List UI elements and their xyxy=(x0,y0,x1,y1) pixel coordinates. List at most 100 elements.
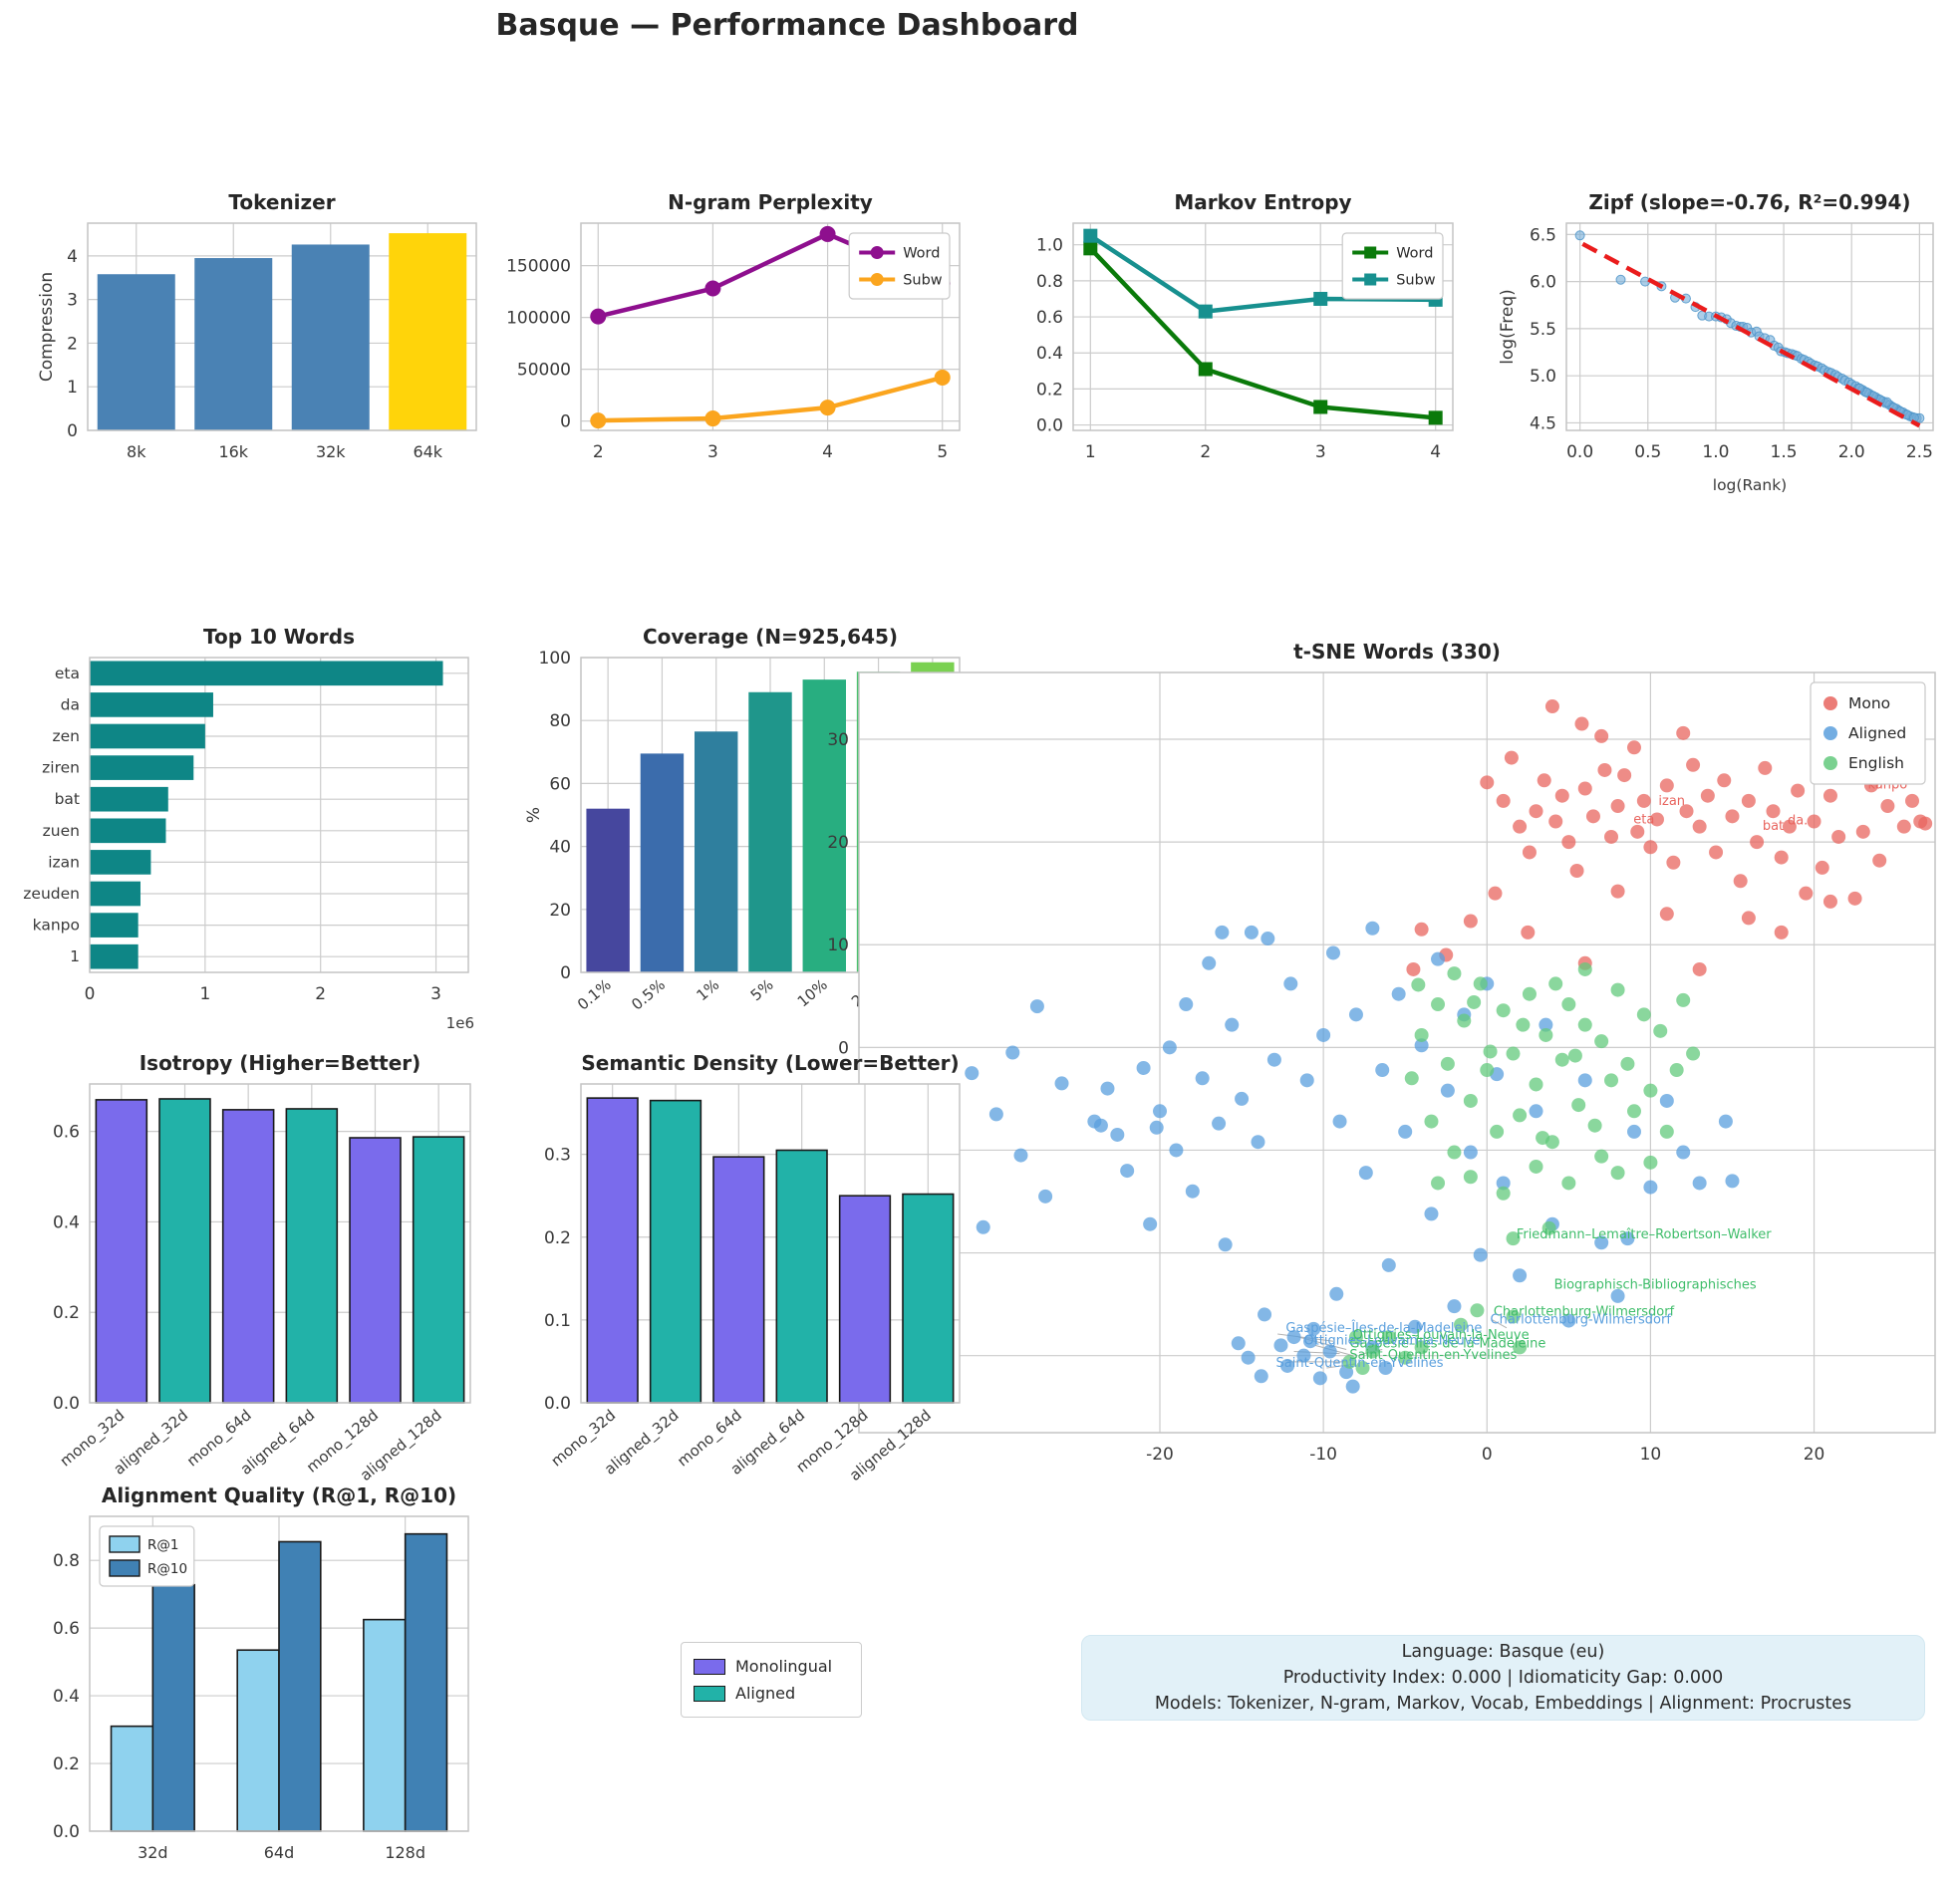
svg-text:100000: 100000 xyxy=(506,309,571,329)
monolingual-label: Monolingual xyxy=(735,1657,833,1676)
svg-text:izan: izan xyxy=(1658,794,1685,809)
svg-text:Zipf (slope=-0.76, R²=0.994): Zipf (slope=-0.76, R²=0.994) xyxy=(1588,190,1910,214)
svg-text:5.5: 5.5 xyxy=(1530,320,1556,340)
svg-text:Ottignies-Louvain-la-Neuve: Ottignies-Louvain-la-Neuve xyxy=(1303,1333,1480,1348)
svg-text:0.2: 0.2 xyxy=(544,1228,571,1248)
svg-text:R@10: R@10 xyxy=(147,1561,187,1577)
svg-text:2: 2 xyxy=(315,984,326,1004)
svg-text:5%: 5% xyxy=(747,975,777,1004)
svg-text:kanpo: kanpo xyxy=(33,917,80,935)
info-line-models: Models: Tokenizer, N-gram, Markov, Vocab… xyxy=(1154,1694,1852,1715)
svg-text:0.2: 0.2 xyxy=(53,1754,80,1774)
svg-text:40: 40 xyxy=(549,838,571,858)
svg-text:2.0: 2.0 xyxy=(1838,442,1865,462)
svg-text:3: 3 xyxy=(67,291,78,311)
chart-top10: Top 10 Words 0 1 2 3 eta da zen ziren bat zuen izan… xyxy=(23,618,478,1036)
info-box: Language: Basque (eu) Productivity Index… xyxy=(1081,1635,1925,1721)
svg-text:4: 4 xyxy=(67,247,78,267)
chart-tsne: t-SNE Words (330)-30-20-100102030-20-100… xyxy=(817,598,1958,1494)
svg-text:izan: izan xyxy=(48,853,80,871)
svg-text:-10: -10 xyxy=(1309,1445,1337,1465)
svg-text:0: 0 xyxy=(838,1038,849,1058)
svg-text:30: 30 xyxy=(827,730,849,750)
svg-text:10: 10 xyxy=(827,936,849,955)
svg-text:64k: 64k xyxy=(413,442,442,461)
svg-text:8k: 8k xyxy=(127,442,146,461)
svg-text:3: 3 xyxy=(707,442,718,462)
info-line-language: Language: Basque (eu) xyxy=(1401,1641,1605,1662)
svg-text:English: English xyxy=(1848,754,1904,772)
svg-text:eta: eta xyxy=(1633,813,1654,828)
svg-text:0.0: 0.0 xyxy=(53,1822,80,1842)
legend-item-aligned: Aligned xyxy=(694,1680,849,1707)
svg-text:1: 1 xyxy=(67,378,78,398)
svg-text:0.4: 0.4 xyxy=(1036,344,1063,364)
svg-text:Charlottenburg-Wilmersdorf: Charlottenburg-Wilmersdorf xyxy=(1494,1304,1675,1319)
svg-text:Gaspésie–Îles-de-la-Madeleine: Gaspésie–Îles-de-la-Madeleine xyxy=(1349,1335,1545,1351)
embedding-legend: Monolingual Aligned xyxy=(681,1642,862,1718)
svg-text:ziren: ziren xyxy=(42,759,80,777)
svg-text:bat: bat xyxy=(1763,819,1784,834)
svg-text:3: 3 xyxy=(1315,442,1326,462)
svg-text:2.5: 2.5 xyxy=(1906,442,1933,462)
svg-text:Coverage (N=925,645): Coverage (N=925,645) xyxy=(643,625,898,649)
chart-markov: Markov Entropy 0.0 0.2 0.4 0.6 0.8 1.0 1 2 3 4 Word… xyxy=(1008,147,1459,468)
svg-text:0.4: 0.4 xyxy=(53,1687,80,1707)
svg-text:log(Freq): log(Freq) xyxy=(1498,289,1518,365)
svg-text:1e6: 1e6 xyxy=(446,1014,474,1032)
svg-text:log(Rank): log(Rank) xyxy=(1713,476,1787,494)
svg-text:1: 1 xyxy=(1085,442,1096,462)
svg-text:32k: 32k xyxy=(316,442,346,461)
svg-text:Alignment Quality (R@1, R@10): Alignment Quality (R@1, R@10) xyxy=(102,1483,456,1507)
info-line-metrics: Productivity Index: 0.000 | Idiomaticity… xyxy=(1282,1667,1724,1688)
svg-text:0.2: 0.2 xyxy=(1036,380,1063,400)
svg-text:0.6: 0.6 xyxy=(53,1123,80,1143)
svg-text:2: 2 xyxy=(1200,442,1211,462)
svg-text:Subw: Subw xyxy=(1396,273,1436,289)
svg-text:2: 2 xyxy=(67,334,78,354)
chart-isotropy: Isotropy (Higher=Better) 0.0 0.2 0.4 0.6 mono… xyxy=(30,1046,483,1504)
svg-text:Isotropy (Higher=Better): Isotropy (Higher=Better) xyxy=(140,1051,421,1075)
svg-text:0: 0 xyxy=(560,412,571,432)
svg-text:Saint-Quentin-en-Yvelines: Saint-Quentin-en-Yvelines xyxy=(1349,1348,1517,1363)
svg-text:1.0: 1.0 xyxy=(1036,236,1063,256)
svg-text:t-SNE Words (330): t-SNE Words (330) xyxy=(1293,640,1501,664)
svg-text:da: da xyxy=(61,695,80,713)
svg-text:10: 10 xyxy=(1640,1445,1662,1465)
svg-text:Markov Entropy: Markov Entropy xyxy=(1174,190,1351,214)
svg-text:0: 0 xyxy=(1482,1445,1493,1465)
svg-text:%: % xyxy=(524,807,544,823)
svg-text:0.3: 0.3 xyxy=(544,1146,571,1166)
monolingual-swatch xyxy=(694,1658,725,1675)
svg-text:4: 4 xyxy=(822,442,833,462)
svg-text:50000: 50000 xyxy=(517,361,571,381)
svg-text:0.0: 0.0 xyxy=(544,1394,571,1414)
svg-text:Ottignies-Louvain-la-Neuve: Ottignies-Louvain-la-Neuve xyxy=(1353,1328,1530,1343)
svg-text:0: 0 xyxy=(560,963,571,983)
svg-text:Aligned: Aligned xyxy=(1848,724,1906,742)
svg-text:80: 80 xyxy=(549,711,571,731)
svg-text:0.0: 0.0 xyxy=(53,1394,80,1414)
svg-text:6.5: 6.5 xyxy=(1530,225,1556,245)
svg-text:5.0: 5.0 xyxy=(1530,367,1556,387)
svg-text:da.: da. xyxy=(1788,814,1808,829)
svg-text:eta: eta xyxy=(55,665,80,682)
svg-text:0.5: 0.5 xyxy=(1634,442,1661,462)
svg-text:0: 0 xyxy=(85,984,96,1004)
svg-text:2: 2 xyxy=(593,442,604,462)
svg-text:bat: bat xyxy=(55,790,80,808)
aligned-label: Aligned xyxy=(735,1684,796,1703)
svg-text:1: 1 xyxy=(199,984,210,1004)
svg-text:Mono: Mono xyxy=(1848,694,1890,712)
svg-text:32d: 32d xyxy=(138,1843,168,1862)
svg-text:3: 3 xyxy=(430,984,441,1004)
svg-text:20: 20 xyxy=(1804,1445,1825,1465)
chart-alignment: Alignment Quality (R@1, R@10) 0.0 0.2 0.4 0.… xyxy=(30,1483,480,1877)
svg-text:Friedmann–Lemaître–Robertson–W: Friedmann–Lemaître–Robertson–Walker xyxy=(1517,1227,1772,1242)
svg-text:60: 60 xyxy=(549,774,571,794)
svg-text:0.6: 0.6 xyxy=(1036,308,1063,328)
svg-text:Biographisch-Bibliographisches: Biographisch-Bibliographisches xyxy=(1554,1278,1757,1293)
svg-text:0.0: 0.0 xyxy=(1036,416,1063,436)
svg-text:20: 20 xyxy=(827,833,849,853)
